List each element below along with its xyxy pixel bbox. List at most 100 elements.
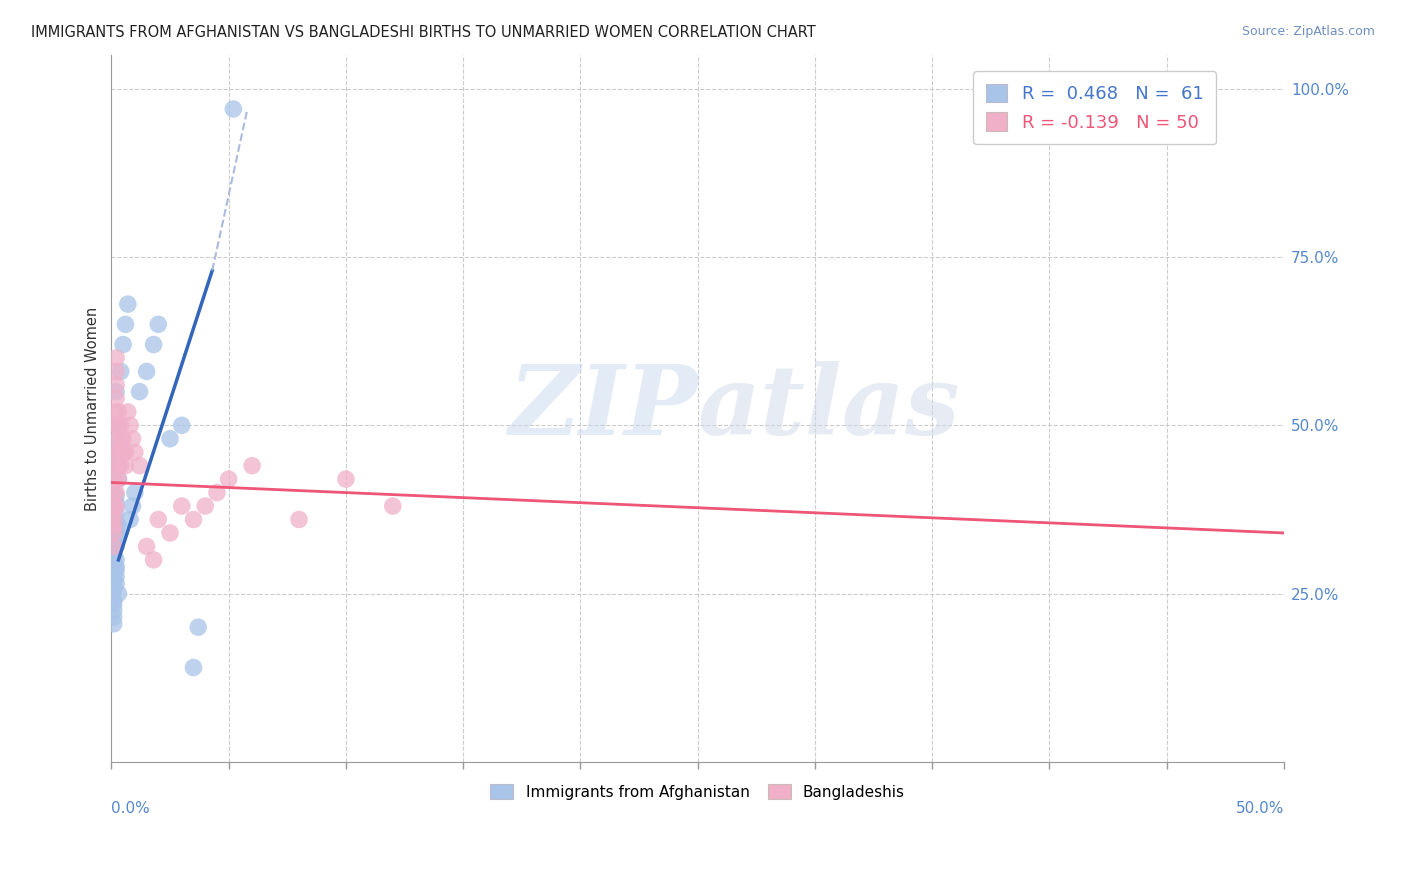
- Point: [142, 337, 165, 351]
- Point: [105, 392, 128, 406]
- Point: [105, 351, 128, 365]
- Point: [170, 499, 193, 513]
- Point: [103, 525, 125, 540]
- Point: [107, 472, 129, 486]
- Text: 0.0%: 0.0%: [111, 801, 150, 815]
- Point: [103, 549, 125, 564]
- Text: 50.0%: 50.0%: [1236, 801, 1284, 815]
- Point: [107, 432, 129, 446]
- Point: [105, 418, 128, 433]
- Point: [114, 458, 136, 473]
- Point: [159, 525, 181, 540]
- Point: [194, 499, 217, 513]
- Point: [105, 570, 128, 584]
- Point: [105, 559, 128, 574]
- Point: [114, 318, 136, 332]
- Point: [128, 458, 150, 473]
- Point: [135, 540, 157, 554]
- Point: [107, 586, 129, 600]
- Point: [107, 432, 129, 446]
- Y-axis label: Births to Unmarried Women: Births to Unmarried Women: [86, 306, 100, 510]
- Point: [103, 593, 125, 607]
- Point: [105, 405, 128, 419]
- Point: [103, 509, 125, 524]
- Point: [107, 458, 129, 473]
- Point: [105, 378, 128, 392]
- Point: [103, 540, 125, 554]
- Point: [105, 563, 128, 577]
- Point: [103, 506, 125, 520]
- Point: [103, 485, 125, 500]
- Point: [112, 337, 135, 351]
- Point: [187, 620, 209, 634]
- Point: [103, 499, 125, 513]
- Point: [105, 364, 128, 378]
- Point: [110, 445, 132, 459]
- Point: [103, 616, 125, 631]
- Point: [103, 499, 125, 513]
- Text: ZIP: ZIP: [508, 361, 697, 456]
- Point: [105, 553, 128, 567]
- Point: [107, 525, 129, 540]
- Point: [112, 432, 135, 446]
- Point: [103, 533, 125, 547]
- Point: [335, 472, 357, 486]
- Point: [124, 445, 146, 459]
- Point: [103, 597, 125, 611]
- Point: [128, 384, 150, 399]
- Point: [103, 563, 125, 577]
- Point: [117, 297, 139, 311]
- Point: [183, 512, 205, 526]
- Point: [103, 502, 125, 516]
- Point: [103, 489, 125, 503]
- Point: [159, 432, 181, 446]
- Point: [103, 559, 125, 574]
- Text: IMMIGRANTS FROM AFGHANISTAN VS BANGLADESHI BIRTHS TO UNMARRIED WOMEN CORRELATION: IMMIGRANTS FROM AFGHANISTAN VS BANGLADES…: [31, 25, 815, 40]
- Point: [103, 458, 125, 473]
- Point: [103, 573, 125, 587]
- Point: [110, 364, 132, 378]
- Point: [103, 523, 125, 537]
- Point: [381, 499, 404, 513]
- Point: [107, 418, 129, 433]
- Point: [105, 576, 128, 591]
- Point: [103, 536, 125, 550]
- Point: [114, 445, 136, 459]
- Point: [121, 499, 143, 513]
- Point: [103, 603, 125, 617]
- Point: [103, 580, 125, 594]
- Point: [107, 445, 129, 459]
- Point: [121, 432, 143, 446]
- Point: [105, 506, 128, 520]
- Point: [110, 418, 132, 433]
- Point: [148, 318, 170, 332]
- Point: [107, 458, 129, 473]
- Point: [183, 660, 205, 674]
- Point: [105, 489, 128, 503]
- Point: [142, 553, 165, 567]
- Point: [103, 542, 125, 557]
- Point: [103, 519, 125, 533]
- Point: [120, 512, 142, 526]
- Text: atlas: atlas: [697, 361, 960, 456]
- Point: [103, 512, 125, 526]
- Point: [105, 525, 128, 540]
- Point: [117, 405, 139, 419]
- Point: [103, 573, 125, 587]
- Point: [105, 516, 128, 530]
- Point: [288, 512, 311, 526]
- Point: [103, 546, 125, 560]
- Point: [107, 519, 129, 533]
- Point: [103, 445, 125, 459]
- Legend: Immigrants from Afghanistan, Bangladeshis: Immigrants from Afghanistan, Bangladeshi…: [482, 776, 912, 807]
- Point: [103, 512, 125, 526]
- Point: [148, 512, 170, 526]
- Point: [107, 472, 129, 486]
- Point: [222, 102, 245, 116]
- Point: [103, 583, 125, 598]
- Point: [110, 432, 132, 446]
- Point: [124, 485, 146, 500]
- Point: [105, 540, 128, 554]
- Point: [107, 405, 129, 419]
- Point: [107, 445, 129, 459]
